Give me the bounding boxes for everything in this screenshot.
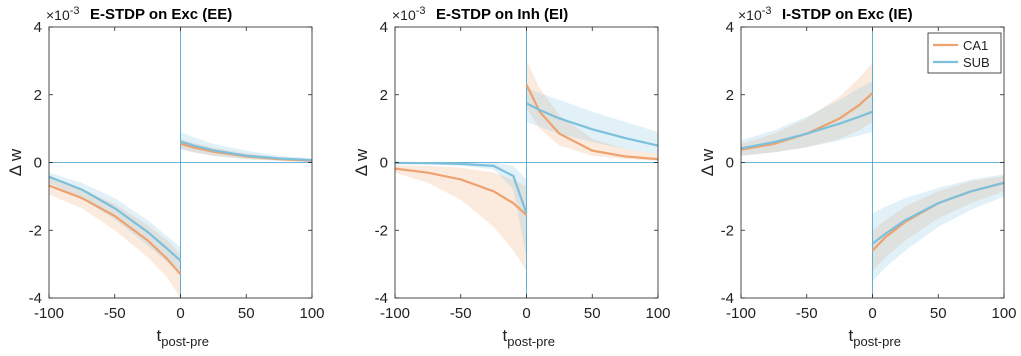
y-axis-label: Δ w	[6, 148, 25, 176]
x-tick-label: 100	[645, 305, 670, 322]
x-tick-label: 50	[238, 305, 255, 322]
x-tick-label: -100	[34, 305, 64, 322]
x-tick-label: -100	[380, 305, 410, 322]
panel-2: -100 -50 0 50 100 -4 -2 0 2 4×10-3 E-STDP on Inh (…	[352, 5, 671, 349]
y-axis-label: Δ w	[698, 148, 717, 176]
y-tick-label: 4	[380, 19, 388, 36]
y-tick-label: 0	[34, 155, 42, 172]
band-sub-neg	[395, 162, 527, 258]
x-axis-label: tpost-pre	[503, 326, 555, 349]
chart-title: E-STDP on Exc (EE)	[90, 6, 232, 23]
x-tick-label: 100	[299, 305, 324, 322]
y-tick-label: -2	[29, 222, 42, 239]
x-tick-label: 0	[176, 305, 184, 322]
series-ca1-pos	[525, 84, 659, 161]
series-ca1-neg	[394, 167, 528, 216]
band-ca1-neg	[741, 62, 873, 156]
x-tick-label: 50	[584, 305, 601, 322]
panel-1: -100 -50 0 50 100 -4 -2 0 2 4×10-3 E-STDP on Exc (…	[6, 5, 325, 349]
y-tick-label: -2	[721, 222, 734, 239]
band-sub-neg	[741, 81, 873, 156]
y-tick-label: 2	[726, 87, 734, 104]
x-tick-label: 50	[930, 305, 947, 322]
band-ca1-pos	[872, 176, 1004, 271]
x-tick-label: 0	[522, 305, 530, 322]
band-sub-pos	[872, 174, 1004, 282]
y-tick-label: -2	[375, 222, 388, 239]
y-tick-label: -4	[375, 290, 388, 307]
chart-title: I-STDP on Exc (IE)	[782, 6, 913, 23]
exponent-label: ×10-3	[46, 5, 80, 23]
series-sub-pos	[525, 102, 659, 147]
x-tick-label: -50	[796, 305, 818, 322]
y-tick-label: 4	[726, 19, 734, 36]
series-sub-pos	[180, 140, 313, 162]
panel-3: -100 -50 0 50 100 -4 -2 0 2 4×10-3 I-STDP on Exc (…	[698, 5, 1017, 349]
series-sub-neg	[48, 175, 182, 262]
series-ca1-neg	[48, 184, 182, 276]
x-axis-label: tpost-pre	[849, 326, 901, 349]
exponent-label: ×10-3	[392, 5, 426, 23]
y-tick-label: 4	[34, 19, 42, 36]
legend-label-ca1: CA1	[963, 38, 988, 53]
y-tick-label: 0	[726, 155, 734, 172]
band-ca1-neg	[49, 177, 181, 298]
series-ca1-neg	[740, 92, 874, 151]
chart-title: E-STDP on Inh (EI)	[436, 6, 568, 23]
y-tick-label: 2	[380, 87, 388, 104]
exponent-label: ×10-3	[738, 5, 772, 23]
x-tick-label: -50	[450, 305, 472, 322]
legend-box	[927, 32, 1002, 74]
band-ca1-pos	[526, 60, 658, 161]
x-tick-label: 100	[991, 305, 1016, 322]
series-sub-pos	[871, 181, 1005, 245]
band-sub-pos	[180, 132, 312, 162]
x-tick-label: -100	[726, 305, 756, 322]
x-axis-label: tpost-pre	[157, 326, 209, 349]
series-sub-neg	[394, 161, 528, 214]
y-tick-label: -4	[29, 290, 42, 307]
y-tick-label: -4	[721, 290, 734, 307]
legend-label-sub: SUB	[963, 55, 990, 70]
y-tick-label: 2	[34, 87, 42, 104]
series-sub-neg	[740, 110, 873, 150]
x-tick-label: 0	[868, 305, 876, 322]
y-tick-label: 0	[380, 155, 388, 172]
y-axis-label: Δ w	[352, 148, 371, 176]
x-tick-label: -50	[104, 305, 126, 322]
